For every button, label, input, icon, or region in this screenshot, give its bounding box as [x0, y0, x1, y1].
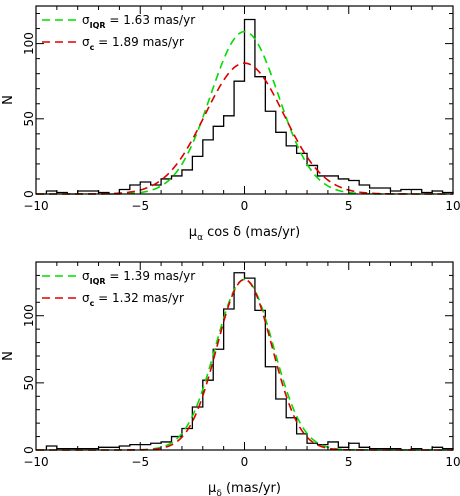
x-tick-label: 10: [445, 199, 460, 213]
y-axis-title: N: [1, 351, 16, 361]
x-tick-label: −5: [131, 455, 149, 469]
y-tick-label: 0: [22, 190, 36, 198]
x-tick-label: −10: [23, 455, 48, 469]
legend-label: σIQR = 1.39 mas/yr: [82, 269, 195, 286]
x-tick-label: −10: [23, 199, 48, 213]
x-tick-label: 0: [241, 199, 249, 213]
x-tick-label: 5: [345, 455, 353, 469]
x-axis-title: μδ (mas/yr): [208, 481, 281, 496]
x-tick-label: −5: [131, 199, 149, 213]
fit-curve-sigma-c: [36, 62, 453, 195]
y-tick-label: 50: [22, 111, 36, 126]
legend-label: σc = 1.32 mas/yr: [82, 291, 184, 308]
x-tick-label: 5: [345, 199, 353, 213]
y-tick-label: 50: [22, 375, 36, 390]
y-tick-label: 0: [22, 446, 36, 454]
y-axis-title: N: [1, 95, 16, 105]
y-tick-label: 100: [22, 304, 36, 327]
x-tick-label: 0: [241, 455, 249, 469]
y-tick-label: 100: [22, 32, 36, 55]
legend-label: σIQR = 1.63 mas/yr: [82, 13, 195, 30]
legend-label: σc = 1.89 mas/yr: [82, 35, 184, 52]
fit-curve-sigma-c: [36, 278, 453, 451]
x-axis-title: μα cos δ (mas/yr): [189, 225, 300, 243]
fit-curve-sigma-iqr: [36, 278, 453, 451]
x-tick-label: 10: [445, 455, 460, 469]
histogram: [36, 272, 454, 451]
